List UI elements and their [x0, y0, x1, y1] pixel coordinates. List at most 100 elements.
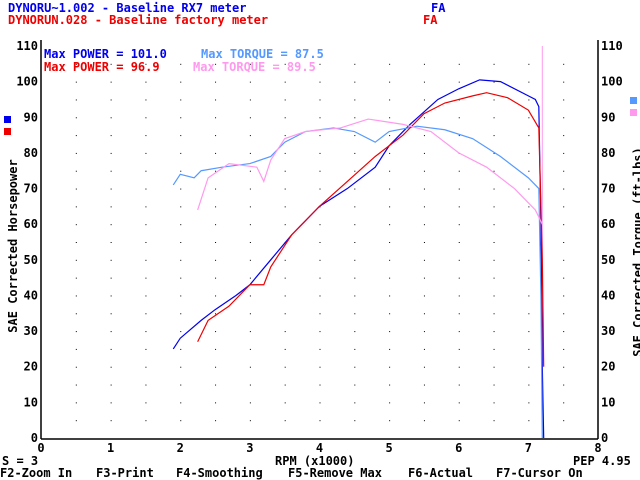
y2-tick-label: 90: [601, 110, 615, 124]
grid-dot: [423, 295, 425, 297]
grid-dot: [75, 295, 77, 297]
grid-dot: [493, 188, 495, 190]
grid-dot: [458, 331, 460, 333]
grid-dot: [249, 63, 251, 65]
y2-tick-label: 110: [601, 39, 623, 53]
grid-dot: [215, 331, 217, 333]
grid-dot: [528, 366, 530, 368]
grid-dot: [284, 331, 286, 333]
legend-run1-power: Max POWER = 101.0: [44, 47, 167, 61]
x-tick-label: 8: [594, 441, 601, 455]
grid-dot: [354, 348, 356, 350]
series-run2_torque: [197, 118, 543, 225]
grid-dot: [249, 81, 251, 83]
grid-dot: [389, 331, 391, 333]
run2-tag: FA: [423, 13, 438, 27]
grid-dot: [354, 420, 356, 422]
grid-dot: [284, 206, 286, 208]
fkey-print[interactable]: F3-Print: [96, 466, 154, 480]
y2-tick-label: 40: [601, 288, 615, 302]
grid-dot: [145, 259, 147, 261]
grid-dot: [284, 224, 286, 226]
series-run1_torque: [172, 125, 543, 439]
y2-tick-label: 60: [601, 217, 615, 231]
grid-dot: [423, 366, 425, 368]
grid-dot: [249, 420, 251, 422]
y-tick-label: 50: [24, 253, 38, 267]
grid-dot: [180, 295, 182, 297]
y-tick-label: 80: [24, 146, 38, 160]
grid-dot: [180, 331, 182, 333]
grid-dot: [389, 117, 391, 119]
grid-dot: [145, 402, 147, 404]
grid-dot: [75, 366, 77, 368]
fkey-zoom-in[interactable]: F2-Zoom In: [0, 466, 73, 480]
grid-dot: [319, 242, 321, 243]
grid-dot: [75, 81, 77, 83]
legend-run2-torque: Max TORQUE = 89.5: [193, 60, 316, 74]
grid-dot: [75, 135, 77, 137]
grid-dot: [215, 295, 217, 297]
pep-status: PEP 4.95: [573, 454, 631, 468]
grid-dot: [354, 242, 356, 243]
grid-dot: [493, 63, 495, 65]
grid-dot: [215, 224, 217, 226]
grid-dot: [563, 259, 565, 261]
grid-dot: [354, 170, 356, 172]
grid-dot: [319, 420, 321, 422]
fkey-smoothing[interactable]: F4-Smoothing: [176, 466, 263, 480]
grid-dot: [145, 135, 147, 137]
grid-dot: [389, 170, 391, 172]
grid-dot: [145, 224, 147, 226]
grid-dot: [563, 99, 565, 101]
grid-dot: [319, 206, 321, 208]
grid-dot: [389, 81, 391, 83]
grid-dot: [145, 384, 147, 386]
grid-dot: [354, 135, 356, 137]
grid-dot: [215, 188, 217, 190]
grid-dot: [284, 188, 286, 190]
grid-dot: [249, 402, 251, 404]
grid-dot: [458, 135, 460, 137]
grid-dot: [458, 295, 460, 297]
grid-dot: [423, 152, 425, 154]
fkey-actual[interactable]: F6-Actual: [408, 466, 474, 480]
run1-torque-marker: [630, 97, 637, 104]
grid-dot: [563, 170, 565, 172]
grid-dot: [389, 420, 391, 422]
grid-dot: [354, 63, 356, 65]
grid-dot: [389, 99, 391, 101]
grid-dot: [145, 63, 147, 65]
grid-dot: [458, 348, 460, 350]
grid-dot: [145, 170, 147, 172]
grid-dot: [180, 99, 182, 101]
grid-dot: [110, 366, 112, 368]
y-tick-label: 90: [24, 110, 38, 124]
grid-dot: [354, 295, 356, 297]
grid-dot: [528, 224, 530, 226]
grid-dot: [319, 170, 321, 172]
grid-dot: [319, 295, 321, 297]
grid-dot: [249, 224, 251, 226]
y-tick-label: 70: [24, 182, 38, 196]
grid-dot: [145, 99, 147, 101]
grid-dot: [110, 170, 112, 172]
grid-dot: [319, 384, 321, 386]
grid-dot: [319, 313, 321, 315]
grid-dot: [389, 259, 391, 261]
grid-dot: [110, 313, 112, 315]
grid-dot: [145, 420, 147, 422]
fkey-cursor-on[interactable]: F7-Cursor On: [496, 466, 583, 480]
grid-dot: [180, 81, 182, 83]
grid-dot: [284, 313, 286, 315]
grid-dot: [215, 206, 217, 208]
grid-dot: [563, 348, 565, 350]
grid-dot: [493, 206, 495, 208]
run2-torque-marker: [630, 109, 637, 116]
grid-dot: [389, 384, 391, 386]
grid-dot: [110, 224, 112, 226]
grid-dot: [493, 117, 495, 119]
grid-dot: [354, 259, 356, 261]
fkey-remove-max[interactable]: F5-Remove Max: [288, 466, 382, 480]
